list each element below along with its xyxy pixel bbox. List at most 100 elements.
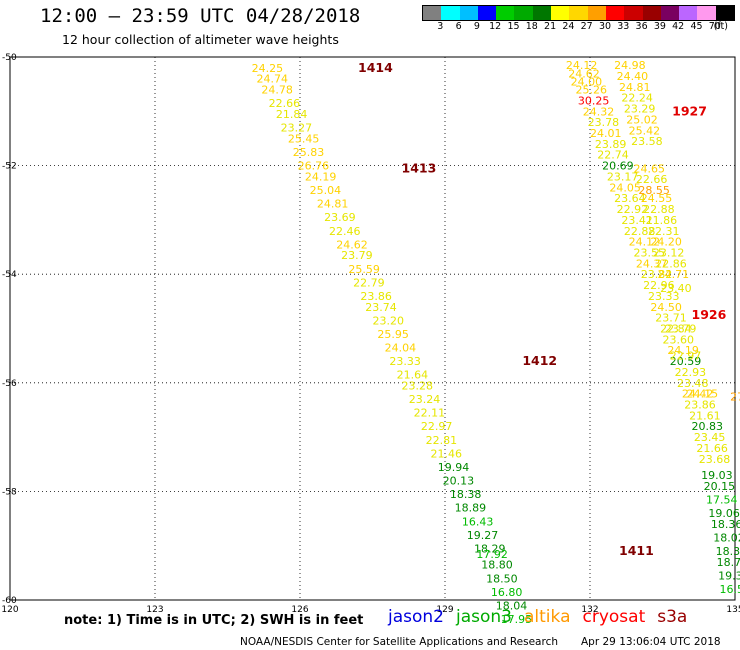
wave-height-value: 19.27 (467, 529, 499, 542)
wave-height-value: 22.92 (617, 203, 649, 216)
wave-height-value: 18.02 (713, 532, 740, 545)
wave-height-value: 22.66 (636, 173, 668, 186)
wave-height-value: 23.48 (677, 377, 709, 390)
x-tick-label: 120 (1, 605, 18, 615)
color-scale-label: 6 (455, 21, 462, 32)
wave-height-value: 22.46 (329, 225, 361, 238)
wave-height-value: 23.79 (665, 323, 697, 336)
color-scale-label: 39 (653, 21, 666, 32)
wave-height-value: 24.01 (590, 127, 622, 140)
wave-height-value: 23.71 (655, 312, 687, 325)
wave-height-value: 22.93 (675, 366, 707, 379)
color-swatch (551, 6, 570, 20)
wave-height-value: 18.04 (496, 599, 528, 612)
color-scale-label: 15 (507, 21, 520, 32)
wave-height-value: 18.29 (474, 542, 506, 555)
wave-height-value: 24.19 (305, 170, 337, 183)
wave-height-value: 21.84 (276, 108, 308, 121)
wave-height-value: 24.19 (667, 344, 699, 357)
color-swatch (660, 6, 680, 20)
wave-height-value: 24.74 (257, 73, 289, 86)
x-tick-label: 132 (581, 605, 598, 615)
wave-height-value: 23.41 (621, 214, 653, 227)
wave-height-value: 24.62 (336, 238, 368, 251)
wave-height-value: 23.24 (409, 393, 441, 406)
wave-height-value: 23.58 (631, 135, 663, 148)
wave-height-value: 19.06 (708, 507, 740, 520)
wave-height-value: 18.89 (455, 502, 487, 515)
color-swatch (441, 6, 460, 20)
color-scale-label: 24 (562, 21, 575, 32)
wave-height-value: 24.32 (583, 105, 615, 118)
y-tick-label: -52 (2, 162, 17, 172)
map-frame (9, 56, 736, 601)
color-swatch (423, 6, 442, 20)
wave-height-value: 22.79 (353, 276, 385, 289)
credit-line: NOAA/NESDIS Center for Satellite Applica… (240, 636, 558, 648)
x-tick-label: 135 (726, 605, 740, 615)
color-scale-label: 3 (437, 21, 444, 32)
x-tick-label: 123 (146, 605, 163, 615)
wave-height-value: 21.86 (646, 214, 678, 227)
wave-height-value: 23.45 (694, 431, 726, 444)
wave-height-value: 26.76 (298, 160, 330, 173)
wave-height-value: 24.20 (650, 236, 682, 249)
wave-height-value: 24.81 (619, 81, 651, 94)
wave-height-value: 24.12 (566, 59, 598, 72)
wave-height-value: 23.29 (624, 103, 656, 116)
color-scale-label: 21 (544, 21, 557, 32)
wave-height-value: 24.00 (571, 75, 603, 88)
wave-height-value: 24.78 (261, 84, 293, 97)
wave-height-value: 25.26 (576, 84, 608, 97)
color-scale-labels: 3 6 9 12 15 18 21 24 27 30 33 36 39 42 45 70 (ft) (422, 21, 732, 33)
wave-height-value: 24.62 (568, 67, 600, 80)
wave-height-value: 24.55 (641, 192, 673, 205)
orbit-number-label: 1414 (358, 60, 393, 75)
timestamp: Apr 29 13:06:04 UTC 2018 (581, 636, 721, 648)
color-scale-unit: (ft) (713, 21, 728, 32)
wave-height-value: 22.31 (648, 225, 680, 238)
wave-height-value: 19.37 (718, 570, 740, 583)
wave-height-value: 25.45 (288, 132, 320, 145)
color-scale-label: 42 (672, 21, 685, 32)
orbit-number-label: 1411 (619, 543, 654, 558)
wave-height-value: 18.38 (450, 488, 482, 501)
color-swatch (459, 6, 478, 20)
orbit-number-label: 1413 (402, 160, 437, 175)
x-tick-label: 129 (436, 605, 453, 615)
wave-height-value: 23.78 (588, 116, 620, 129)
wave-height-value: 22.96 (643, 279, 675, 292)
orbit-number-label: 1927 (672, 103, 707, 118)
wave-height-value: 23.40 (660, 282, 692, 295)
wave-height-value: 24.40 (617, 70, 649, 83)
wave-height-value: 24.12 (629, 236, 661, 249)
wave-height-value: 27.60 (730, 390, 740, 403)
y-tick-label: -60 (2, 596, 17, 606)
wave-height-value: 17.54 (706, 494, 738, 507)
wave-height-value: 22.11 (414, 407, 446, 420)
satellite-legend: jason2 jason3 altika cryosat s3a (388, 607, 699, 627)
wave-height-value: 24.71 (658, 268, 690, 281)
color-swatch (496, 6, 515, 20)
color-scale-label: 33 (617, 21, 630, 32)
wave-height-value: 23.12 (653, 246, 685, 259)
legend-item-s3a: s3a (657, 607, 688, 627)
legend-item-jason3: jason3 (456, 607, 512, 627)
orbit-number-label: 1412 (522, 353, 557, 368)
wave-height-value: 23.79 (341, 249, 373, 262)
wave-height-value: 22.81 (426, 434, 458, 447)
y-tick-label: -54 (2, 270, 17, 280)
wave-height-value: 28.55 (638, 184, 670, 197)
chart-subtitle: 12 hour collection of altimeter wave hei… (62, 32, 339, 47)
wave-height-value: 21.46 (431, 447, 463, 460)
wave-height-value: 23.68 (699, 453, 731, 466)
wave-height-value: 20.15 (704, 480, 736, 493)
wave-height-value: 23.60 (663, 333, 695, 346)
wave-height-value: 18.32 (716, 545, 740, 558)
wave-height-value: 24.25 (252, 62, 284, 75)
wave-height-value: 23.55 (634, 246, 666, 259)
color-scale-label: 27 (580, 21, 593, 32)
color-scale-label: 12 (489, 21, 502, 32)
legend-item-altika: altika (524, 607, 571, 627)
wave-height-value: 18.50 (486, 572, 518, 585)
